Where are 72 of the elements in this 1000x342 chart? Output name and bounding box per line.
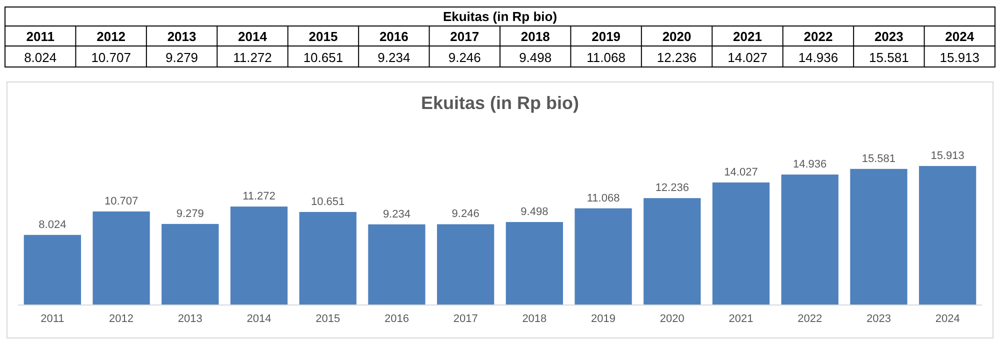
text: 14.027 xyxy=(724,166,758,178)
x-tick-label: 2024 xyxy=(945,29,975,44)
bar xyxy=(436,224,494,305)
data-label: 10.707 xyxy=(91,50,131,65)
category-label: 2018 xyxy=(522,312,547,325)
category-label: 2012 xyxy=(109,312,134,325)
x-tick-label: 2012 xyxy=(96,29,126,44)
bar xyxy=(712,182,770,305)
bar xyxy=(368,224,426,305)
data-label: 9.279 xyxy=(166,50,198,65)
data-label: 10.651 xyxy=(303,50,344,65)
category-label: 2023 xyxy=(866,312,891,325)
text: 8.024 xyxy=(38,218,66,231)
text: 10.707 xyxy=(104,195,138,208)
x-tick-label: 2020 xyxy=(662,29,692,44)
bar xyxy=(162,224,219,305)
bar xyxy=(230,206,288,305)
chart-title: Ekuitas (in Rp bio) xyxy=(420,93,580,113)
bar xyxy=(506,222,564,305)
category-label: 2011 xyxy=(40,312,64,325)
text: 9.246 xyxy=(452,208,480,220)
category-label: 2016 xyxy=(384,312,409,325)
text: 9.234 xyxy=(382,208,410,220)
x-tick-label: 2018 xyxy=(520,29,550,44)
data-label: 11.272 xyxy=(233,50,272,65)
x-tick-label: 2015 xyxy=(308,29,338,44)
data-label: 14.027 xyxy=(728,50,768,65)
text: 11.272 xyxy=(242,190,276,203)
category-label: 2014 xyxy=(246,312,272,325)
category-label: 2019 xyxy=(591,312,616,325)
category-label: 2020 xyxy=(660,312,684,325)
data-label: 14.936 xyxy=(798,50,838,65)
x-tick-label: 2013 xyxy=(167,29,196,44)
bar xyxy=(781,174,838,305)
bar xyxy=(299,212,356,305)
bar xyxy=(24,234,82,305)
data-label: 9.234 xyxy=(378,50,410,65)
bar xyxy=(850,168,908,305)
x-tick-label: 2022 xyxy=(804,29,833,44)
data-label: 8.024 xyxy=(24,50,57,65)
bar xyxy=(92,211,150,305)
data-label: 15.913 xyxy=(940,50,980,65)
text: 9.279 xyxy=(176,208,204,220)
text: 15.581 xyxy=(862,152,896,165)
text: 9.498 xyxy=(520,206,548,218)
category-label: 2021 xyxy=(728,312,754,325)
text: 14.936 xyxy=(793,158,827,171)
category-label: 2015 xyxy=(316,312,340,325)
x-tick-label: 2017 xyxy=(450,29,480,44)
category-label: 2022 xyxy=(798,312,822,325)
data-label: 11.068 xyxy=(586,50,626,65)
text: 12.236 xyxy=(655,182,689,194)
text: 10.651 xyxy=(311,196,345,208)
data-label: 9.246 xyxy=(448,50,481,65)
x-tick-label: 2016 xyxy=(379,29,408,44)
category-label: 2017 xyxy=(453,312,478,325)
x-tick-label: 2011 xyxy=(26,29,54,44)
chart-title: Ekuitas (in Rp bio) xyxy=(442,9,558,24)
category-label: 2024 xyxy=(935,312,960,325)
bar xyxy=(918,166,976,305)
category-label: 2013 xyxy=(178,312,202,325)
x-tick-label: 2019 xyxy=(592,29,621,44)
data-label: 12.236 xyxy=(656,50,697,65)
text: 15.913 xyxy=(930,150,964,162)
bar xyxy=(644,198,701,305)
x-tick-label: 2023 xyxy=(874,29,904,44)
x-tick-label: 2021 xyxy=(733,29,762,44)
text: 11.068 xyxy=(586,192,620,204)
bar xyxy=(574,208,632,305)
data-label: 9.498 xyxy=(519,50,552,65)
data-label: 15.581 xyxy=(869,50,909,65)
x-tick-label: 2014 xyxy=(238,29,268,44)
